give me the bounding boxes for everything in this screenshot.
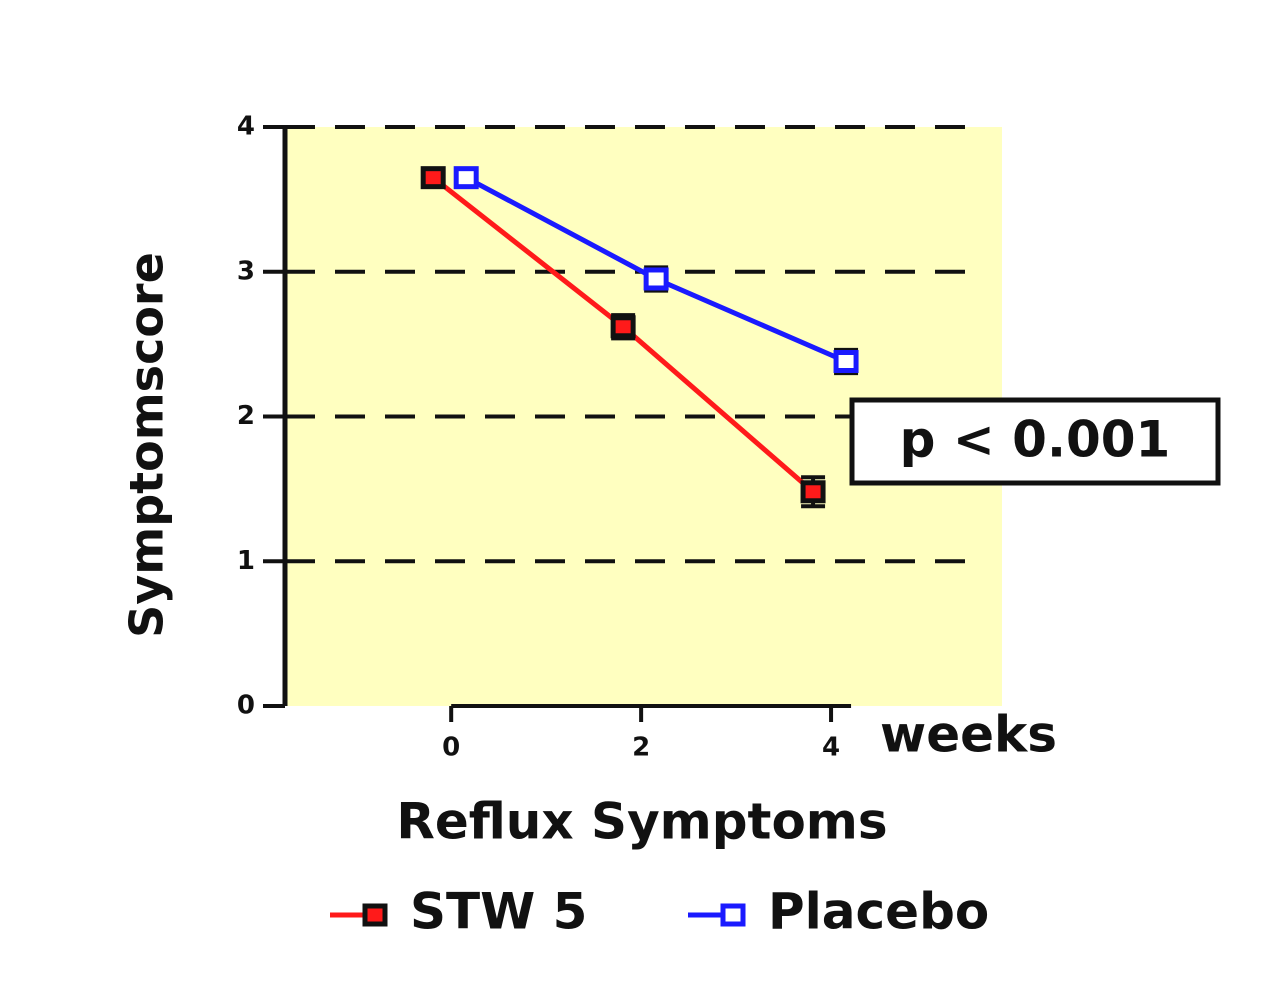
legend-label: Placebo: [768, 883, 989, 941]
legend-label: STW 5: [410, 883, 587, 941]
y-axis-label: Symptomscore: [120, 252, 174, 638]
y-tick-label: 1: [237, 546, 255, 576]
x-tick-label: 0: [442, 733, 460, 763]
legend-marker: [362, 903, 388, 927]
annotation-box: [849, 397, 1221, 486]
annotation: p < 0.001: [900, 411, 1171, 469]
y-tick-label: 3: [237, 256, 255, 286]
legend-marker: [720, 903, 746, 927]
chart-title: Reflux Symptoms: [396, 793, 887, 851]
x-axis-label: weeks: [880, 706, 1057, 764]
data-point: [420, 166, 446, 190]
y-tick-label: 0: [237, 691, 255, 721]
y-tick-label: 4: [237, 112, 255, 142]
x-tick-label: 2: [632, 733, 650, 763]
y-tick-label: 2: [237, 401, 255, 431]
data-point: [833, 349, 859, 373]
data-point: [643, 267, 669, 291]
data-point: [800, 480, 826, 504]
data-point: [610, 315, 636, 339]
data-point: [453, 166, 479, 190]
x-tick-label: 4: [822, 733, 840, 763]
